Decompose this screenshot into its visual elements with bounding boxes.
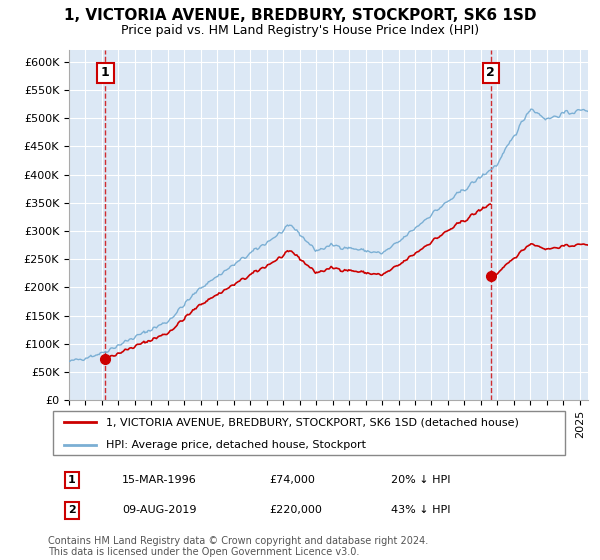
Text: 1: 1 (68, 475, 76, 485)
FancyBboxPatch shape (53, 410, 565, 455)
Text: 2: 2 (487, 67, 495, 80)
Text: 1, VICTORIA AVENUE, BREDBURY, STOCKPORT, SK6 1SD (detached house): 1, VICTORIA AVENUE, BREDBURY, STOCKPORT,… (106, 417, 519, 427)
Text: Contains HM Land Registry data © Crown copyright and database right 2024.
This d: Contains HM Land Registry data © Crown c… (48, 535, 428, 557)
Text: 1: 1 (101, 67, 110, 80)
Text: £74,000: £74,000 (270, 475, 316, 485)
Text: 20% ↓ HPI: 20% ↓ HPI (391, 475, 451, 485)
Text: 09-AUG-2019: 09-AUG-2019 (122, 505, 196, 515)
Text: Price paid vs. HM Land Registry's House Price Index (HPI): Price paid vs. HM Land Registry's House … (121, 24, 479, 36)
Text: 15-MAR-1996: 15-MAR-1996 (122, 475, 197, 485)
Text: 1, VICTORIA AVENUE, BREDBURY, STOCKPORT, SK6 1SD: 1, VICTORIA AVENUE, BREDBURY, STOCKPORT,… (64, 8, 536, 24)
Text: HPI: Average price, detached house, Stockport: HPI: Average price, detached house, Stoc… (106, 440, 366, 450)
Text: 43% ↓ HPI: 43% ↓ HPI (391, 505, 451, 515)
Text: 2: 2 (68, 505, 76, 515)
Text: £220,000: £220,000 (270, 505, 323, 515)
